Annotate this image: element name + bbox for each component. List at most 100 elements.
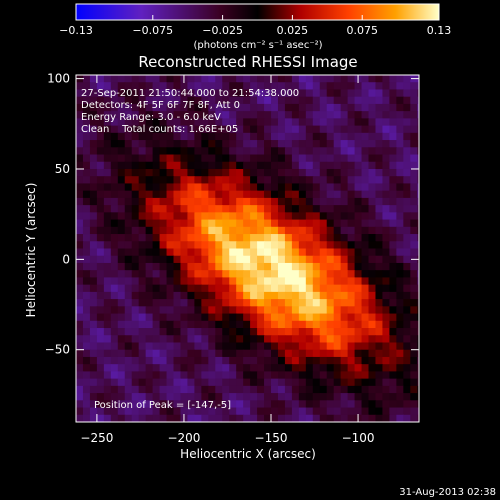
heatmap-cell	[208, 349, 216, 358]
heatmap-cell	[208, 407, 216, 416]
heatmap-cell	[229, 328, 237, 336]
heatmap-cell	[103, 132, 112, 141]
heatmap-cell	[138, 378, 147, 387]
heatmap-cell	[208, 125, 216, 134]
heatmap-cell	[152, 219, 161, 228]
heatmap-cell	[257, 284, 265, 293]
heatmap-cell	[131, 219, 140, 228]
heatmap-cell	[103, 103, 112, 112]
heatmap-cell	[291, 277, 300, 286]
heatmap-cell	[396, 400, 404, 409]
heatmap-cell	[340, 385, 349, 394]
heatmap-cell	[361, 111, 370, 119]
heatmap-cell	[389, 96, 397, 105]
heatmap-cell	[229, 342, 237, 351]
heatmap-cell	[117, 161, 126, 170]
heatmap-cell	[166, 407, 175, 416]
heatmap-cell	[326, 291, 335, 300]
heatmap-cell	[145, 234, 154, 242]
heatmap-cell	[319, 378, 328, 387]
heatmap-cell	[152, 335, 161, 344]
heatmap-cell	[201, 241, 209, 250]
heatmap-cell	[340, 234, 349, 242]
heatmap-cell	[96, 205, 105, 213]
heatmap-cell	[236, 219, 244, 228]
heatmap-cell	[89, 277, 98, 286]
heatmap-cell	[208, 176, 216, 185]
heatmap-cell	[271, 125, 279, 134]
heatmap-cell	[410, 248, 418, 257]
heatmap-cell	[145, 364, 154, 372]
heatmap-cell	[117, 190, 126, 199]
heatmap-cell	[173, 313, 182, 322]
heatmap-cell	[201, 385, 209, 394]
heatmap-cell	[124, 154, 133, 163]
heatmap-cell	[222, 356, 230, 365]
heatmap-cell	[166, 385, 175, 394]
heatmap-cell	[355, 422, 363, 430]
heatmap-cell	[417, 103, 419, 112]
heatmap-cell	[264, 255, 272, 264]
heatmap-cell	[396, 161, 404, 170]
heatmap-cell	[138, 75, 147, 83]
heatmap-cell	[243, 111, 251, 119]
heatmap-cell	[298, 168, 307, 177]
heatmap-cell	[264, 371, 272, 380]
heatmap-cell	[410, 234, 418, 242]
heatmap-cell	[326, 89, 335, 98]
heatmap-cell	[96, 277, 105, 286]
heatmap-cell	[396, 284, 404, 293]
heatmap-cell	[250, 313, 258, 322]
heatmap-cell	[368, 183, 377, 192]
heatmap-cell	[340, 140, 349, 148]
heatmap-cell	[152, 132, 161, 141]
heatmap-cell	[347, 393, 356, 401]
heatmap-cell	[243, 118, 251, 127]
heatmap-cell	[201, 291, 209, 300]
heatmap-cell	[298, 212, 307, 221]
heatmap-cell	[187, 147, 195, 156]
heatmap-cell	[131, 414, 140, 422]
heatmap-cell	[250, 111, 258, 119]
heatmap-cell	[264, 328, 272, 336]
heatmap-cell	[117, 393, 126, 401]
heatmap-cell	[257, 125, 265, 134]
heatmap-cell	[284, 89, 293, 98]
heatmap-cell	[159, 111, 168, 119]
heatmap-cell	[110, 385, 119, 394]
heatmap-cell	[89, 197, 98, 206]
heatmap-cell	[76, 328, 84, 336]
heatmap-cell	[271, 364, 279, 372]
heatmap-cell	[215, 342, 223, 351]
heatmap-cell	[305, 190, 314, 199]
heatmap-cell	[298, 320, 307, 329]
heatmap-cell	[257, 183, 265, 192]
heatmap-cell	[389, 226, 397, 235]
heatmap-cell	[215, 226, 223, 235]
heatmap-cell	[375, 364, 384, 372]
heatmap-cell	[173, 277, 182, 286]
heatmap-cell	[166, 103, 175, 112]
heatmap-cell	[375, 176, 384, 185]
heatmap-cell	[361, 313, 370, 322]
heatmap-cell	[159, 103, 168, 112]
heatmap-cell	[89, 89, 98, 98]
heatmap-cell	[159, 183, 168, 192]
heatmap-cell	[76, 407, 84, 416]
heatmap-cell	[326, 241, 335, 250]
heatmap-cell	[312, 161, 321, 170]
heatmap-cell	[82, 212, 91, 221]
heatmap-cell	[340, 364, 349, 372]
heatmap-cell	[410, 140, 418, 148]
heatmap-cell	[166, 219, 175, 228]
heatmap-cell	[229, 371, 237, 380]
heatmap-cell	[103, 75, 112, 83]
heatmap-cell	[110, 414, 119, 422]
heatmap-cell	[389, 103, 397, 112]
heatmap-cell	[208, 335, 216, 344]
heatmap-cell	[347, 335, 356, 344]
heatmap-cell	[201, 284, 209, 293]
heatmap-cell	[103, 342, 112, 351]
heatmap-cell	[180, 154, 189, 163]
heatmap-cell	[236, 176, 244, 185]
